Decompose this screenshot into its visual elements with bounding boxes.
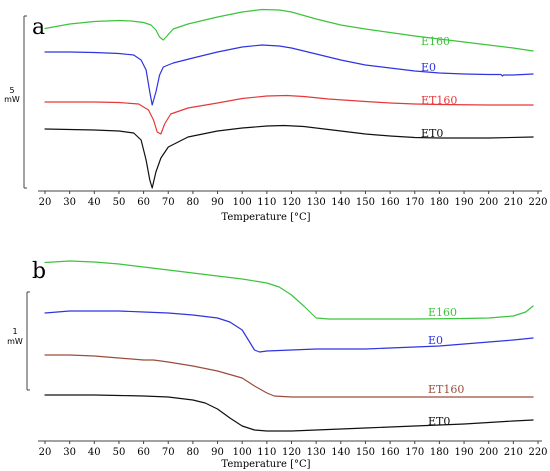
x-tick-label-a-210: 210 bbox=[504, 197, 523, 208]
series-line-e160-b bbox=[44, 260, 534, 320]
series-line-e0-b bbox=[44, 310, 534, 353]
scale-bar-value-a: 5 bbox=[9, 86, 14, 95]
x-tick-label-a-130: 130 bbox=[307, 197, 326, 208]
x-tick-label-a-30: 30 bbox=[63, 197, 76, 208]
x-tick-label-b-120: 120 bbox=[282, 447, 301, 458]
x-tick-label-b-220: 220 bbox=[528, 447, 547, 458]
series-label-e160-a: E160 bbox=[421, 35, 450, 48]
x-tick-label-a-120: 120 bbox=[282, 197, 301, 208]
x-tick-label-a-110: 110 bbox=[257, 197, 276, 208]
x-tick-label-b-70: 70 bbox=[162, 447, 175, 458]
x-tick-label-b-140: 140 bbox=[331, 447, 350, 458]
x-tick-label-b-180: 180 bbox=[430, 447, 449, 458]
series-line-et0-b bbox=[44, 394, 534, 432]
x-tick-label-b-30: 30 bbox=[63, 447, 76, 458]
x-tick-label-b-90: 90 bbox=[211, 447, 224, 458]
x-tick-label-a-150: 150 bbox=[356, 197, 375, 208]
x-tick-label-b-190: 190 bbox=[455, 447, 474, 458]
series-label-e0-b: E0 bbox=[428, 334, 443, 347]
x-tick-label-b-160: 160 bbox=[381, 447, 400, 458]
x-tick-label-a-190: 190 bbox=[455, 197, 474, 208]
scale-bar-unit-b: mW bbox=[7, 337, 23, 346]
x-axis-title-b: Temperature [°C] bbox=[221, 459, 310, 470]
x-tick-label-a-80: 80 bbox=[187, 197, 200, 208]
panel-letter-a: a bbox=[32, 15, 45, 40]
series-label-e160-b: E160 bbox=[428, 306, 457, 319]
series-line-e160-a bbox=[44, 8, 534, 52]
x-tick-label-a-100: 100 bbox=[233, 197, 252, 208]
x-tick-label-a-40: 40 bbox=[88, 197, 101, 208]
x-tick-label-b-200: 200 bbox=[479, 447, 498, 458]
x-tick-label-a-220: 220 bbox=[528, 197, 547, 208]
x-tick-label-b-80: 80 bbox=[187, 447, 200, 458]
series-label-et0-b: ET0 bbox=[428, 415, 450, 428]
x-tick-label-b-210: 210 bbox=[504, 447, 523, 458]
x-tick-label-a-140: 140 bbox=[331, 197, 350, 208]
x-axis-ticks-a: 20 30 40 50 60 70 80 90 100 110 120 130 140 150 160 170… bbox=[39, 191, 548, 208]
x-tick-label-a-50: 50 bbox=[113, 197, 126, 208]
x-tick-label-a-200: 200 bbox=[479, 197, 498, 208]
series-line-et160-a bbox=[44, 94, 534, 135]
series-label-e0-a: E0 bbox=[421, 61, 436, 74]
x-tick-label-b-100: 100 bbox=[233, 447, 252, 458]
x-tick-label-b-60: 60 bbox=[137, 447, 150, 458]
x-axis-title-a: Temperature [°C] bbox=[221, 212, 310, 223]
series-line-et0-a bbox=[44, 124, 534, 189]
x-tick-label-a-20: 20 bbox=[39, 197, 52, 208]
scale-bar-unit-a: mW bbox=[4, 95, 20, 104]
series-lines-b bbox=[44, 260, 534, 432]
series-label-et0-a: ET0 bbox=[421, 127, 443, 140]
panel-a: a 5 mW 20 30 40 50 60 70 80 90 100 110 120 130 140 15… bbox=[4, 8, 548, 223]
series-label-et160-a: ET160 bbox=[421, 94, 457, 107]
x-tick-label-b-50: 50 bbox=[113, 447, 126, 458]
x-tick-label-a-160: 160 bbox=[381, 197, 400, 208]
scale-bar-value-b: 1 bbox=[12, 327, 17, 336]
x-tick-label-a-180: 180 bbox=[430, 197, 449, 208]
x-tick-label-a-70: 70 bbox=[162, 197, 175, 208]
series-line-e0-a bbox=[44, 44, 534, 106]
panel-b: b 1 mW 20 30 40 50 60 70 80 90 100 110 120 130 140 15… bbox=[7, 259, 547, 470]
x-tick-label-b-150: 150 bbox=[356, 447, 375, 458]
series-line-et160-b bbox=[44, 354, 534, 398]
x-tick-label-b-40: 40 bbox=[88, 447, 101, 458]
x-tick-label-b-130: 130 bbox=[307, 447, 326, 458]
x-tick-label-b-110: 110 bbox=[257, 447, 276, 458]
x-tick-label-b-20: 20 bbox=[39, 447, 52, 458]
series-label-et160-b: ET160 bbox=[428, 383, 464, 396]
x-tick-label-a-60: 60 bbox=[137, 197, 150, 208]
x-axis-ticks-b: 20 30 40 50 60 70 80 90 100 110 120 130 140 150 160 170… bbox=[39, 441, 548, 458]
x-tick-label-a-170: 170 bbox=[405, 197, 424, 208]
x-tick-label-a-90: 90 bbox=[211, 197, 224, 208]
series-lines-a bbox=[44, 8, 534, 189]
x-tick-label-b-170: 170 bbox=[405, 447, 424, 458]
panel-letter-b: b bbox=[32, 259, 46, 284]
